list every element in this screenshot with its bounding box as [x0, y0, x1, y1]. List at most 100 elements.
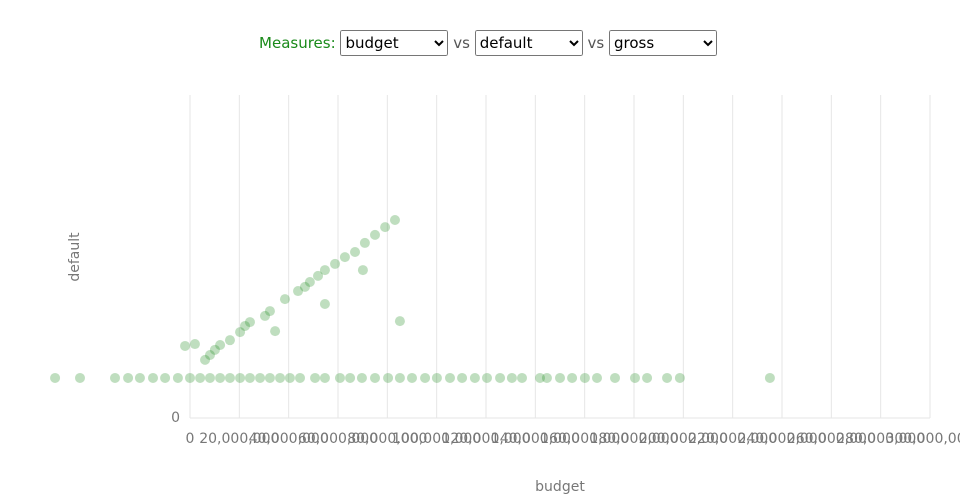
- point: [444, 372, 455, 383]
- point: [204, 350, 215, 361]
- point: [642, 372, 653, 383]
- point: [224, 372, 235, 383]
- point: [334, 372, 345, 383]
- point: [330, 258, 341, 269]
- point: [255, 372, 266, 383]
- point: [431, 372, 442, 383]
- x-tick-label: 240,000,000: [737, 431, 826, 447]
- separator: vs: [453, 34, 470, 52]
- point: [299, 281, 310, 292]
- y-tick-label: 0: [171, 410, 180, 426]
- point: [160, 372, 171, 383]
- point: [279, 294, 290, 305]
- controls: Measures: budget vs default vs gross: [0, 30, 960, 56]
- point: [189, 339, 200, 350]
- point: [370, 229, 380, 240]
- point: [200, 354, 211, 365]
- x-tick-label: 80,000,000: [347, 431, 427, 447]
- point: [592, 372, 602, 383]
- point: [345, 372, 356, 383]
- point: [215, 372, 226, 383]
- x-tick-label: 260,000,000: [787, 431, 876, 447]
- point: [270, 326, 281, 337]
- point: [380, 222, 391, 233]
- point: [304, 277, 315, 288]
- point: [579, 372, 590, 383]
- point: [264, 372, 275, 383]
- point: [356, 372, 367, 383]
- point: [383, 372, 394, 383]
- separator: vs: [587, 34, 605, 52]
- y-axis-label: default: [67, 232, 83, 282]
- point: [567, 372, 578, 383]
- point: [180, 340, 191, 351]
- point: [224, 335, 235, 346]
- x-axis-label: budget: [535, 479, 585, 495]
- point: [185, 372, 195, 383]
- point: [209, 344, 220, 355]
- point: [359, 237, 370, 248]
- point: [407, 372, 417, 383]
- x-tick-label: 60,000,000: [298, 431, 378, 447]
- point: [610, 372, 621, 383]
- x-tick-label: 220,000,000: [688, 431, 777, 447]
- x-tick-label: 0: [186, 431, 195, 447]
- point: [541, 372, 552, 383]
- x-tick-label: 100,000,000: [392, 431, 481, 447]
- point: [555, 372, 565, 383]
- point: [284, 372, 295, 383]
- x-tick-label: 160,000,000: [540, 431, 629, 447]
- x-select[interactable]: budget: [340, 30, 449, 56]
- point: [319, 265, 330, 276]
- point: [339, 252, 350, 263]
- point: [195, 372, 206, 383]
- point: [310, 372, 321, 383]
- point: [204, 372, 215, 383]
- x-tick-label: 180,000,000: [589, 431, 678, 447]
- x-tick-label: 20,000,000: [199, 431, 279, 447]
- point: [295, 372, 306, 383]
- y-select[interactable]: default: [474, 30, 583, 56]
- point: [457, 372, 468, 383]
- point: [50, 372, 61, 383]
- point: [134, 372, 145, 383]
- point: [319, 298, 330, 309]
- point: [259, 310, 270, 321]
- x-tick-label: 120,000,000: [441, 431, 530, 447]
- point: [215, 340, 226, 351]
- size-select[interactable]: gross: [608, 30, 717, 56]
- x-tick-label: 40,000,000: [249, 431, 329, 447]
- point: [313, 270, 324, 281]
- point: [370, 372, 380, 383]
- point: [394, 372, 405, 383]
- point: [148, 372, 158, 383]
- point: [535, 372, 546, 383]
- point: [264, 306, 275, 317]
- point: [74, 372, 85, 383]
- point: [319, 372, 330, 383]
- point: [674, 372, 685, 383]
- point: [293, 286, 304, 297]
- point: [469, 372, 480, 383]
- x-tick-label: 140,000,000: [491, 431, 580, 447]
- x-tick-label: 200,000,000: [639, 431, 728, 447]
- point: [235, 372, 246, 383]
- point: [244, 372, 255, 383]
- point: [420, 372, 431, 383]
- point: [495, 372, 506, 383]
- point: [244, 317, 255, 328]
- point: [123, 372, 134, 383]
- point: [275, 372, 286, 383]
- point: [235, 327, 246, 338]
- point: [764, 372, 775, 383]
- point: [517, 372, 528, 383]
- point: [357, 265, 368, 276]
- point: [350, 246, 361, 257]
- point: [481, 372, 492, 383]
- x-tick-label: 280,000,000: [836, 431, 925, 447]
- point: [629, 372, 640, 383]
- point: [110, 372, 121, 383]
- x-tick-label: 300,000,000: [885, 431, 960, 447]
- point: [394, 316, 405, 327]
